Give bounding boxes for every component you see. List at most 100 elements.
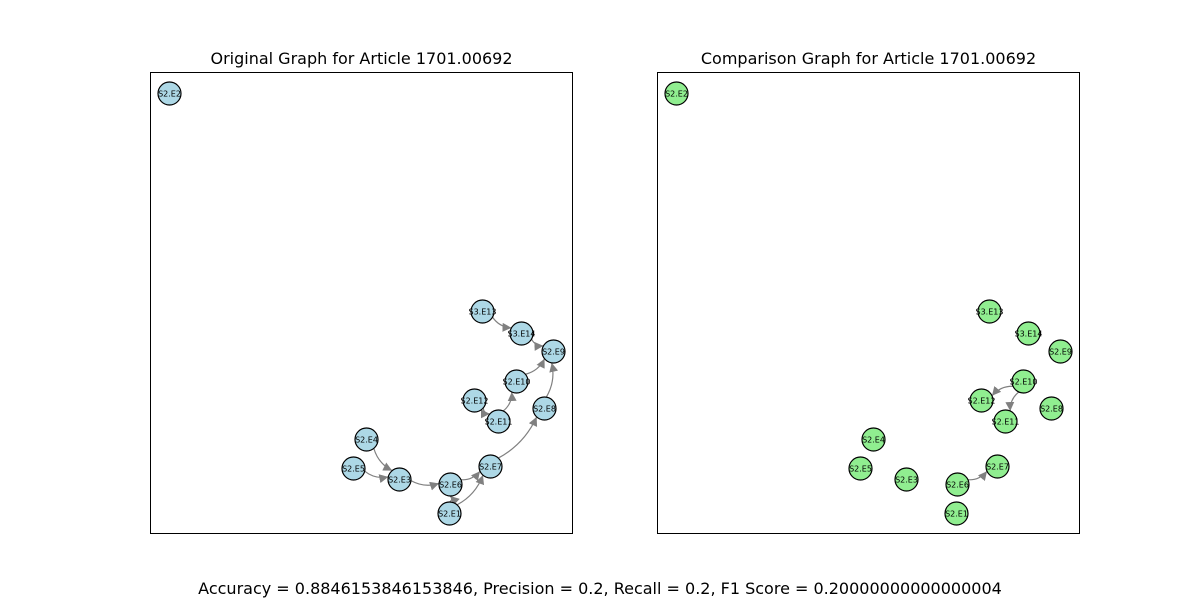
- node-label: S3.E14: [508, 330, 536, 339]
- node-label: S2.E6: [946, 481, 969, 490]
- node-label: S2.E5: [342, 465, 365, 474]
- edge-s2-e6-to-s2-e7: [967, 470, 988, 482]
- node-label: S2.E7: [479, 463, 502, 472]
- node-circle: [387, 467, 412, 492]
- node-label: S2.E3: [895, 476, 918, 485]
- node-circle: [504, 369, 529, 394]
- edge-s2-e10-to-s2-e12: [991, 385, 1014, 397]
- node-label: S2.E9: [542, 348, 565, 357]
- node-circle: [478, 454, 503, 479]
- node-s2-e1: S2.E1: [944, 501, 969, 526]
- edge-s2-e1-to-s2-e6: [449, 495, 460, 506]
- node-label: S2.E11: [992, 418, 1020, 427]
- edge-s2-e4-to-s2-e3: [373, 448, 393, 472]
- node-s2-e3: S2.E3: [894, 467, 919, 492]
- node-s3-e14: S3.E14: [508, 321, 536, 346]
- node-s2-e2: S2.E2: [157, 81, 182, 106]
- node-s2-e8: S2.E8: [1039, 396, 1064, 421]
- node-circle: [945, 472, 970, 497]
- node-label: S2.E10: [503, 378, 531, 387]
- node-s2-e4: S2.E4: [861, 427, 886, 452]
- node-circle: [462, 388, 487, 413]
- node-label: S2.E2: [158, 90, 181, 99]
- node-s2-e5: S2.E5: [848, 456, 873, 481]
- node-circle: [861, 427, 886, 452]
- node-s2-e7: S2.E7: [478, 454, 503, 479]
- node-label: S3.E14: [1015, 330, 1043, 339]
- node-label: S2.E4: [862, 436, 885, 445]
- node-circle: [977, 299, 1002, 324]
- node-label: S3.E13: [976, 308, 1004, 317]
- node-layer-comparison: S2.E2 S3.E13 S3.E14 S2.E9 S2.E10 S2.E12 S2.E8 S…: [664, 81, 1073, 526]
- node-label: S2.E12: [461, 397, 489, 406]
- node-s2-e12: S2.E12: [461, 388, 489, 413]
- edge-s3-e14-to-s2-e9: [530, 338, 544, 351]
- node-label: S2.E10: [1010, 378, 1038, 387]
- node-circle: [470, 299, 495, 324]
- node-circle: [664, 81, 689, 106]
- node-circle: [354, 427, 379, 452]
- edge-s2-e3-to-s2-e6: [410, 480, 440, 491]
- node-circle: [969, 388, 994, 413]
- node-s2-e11: S2.E11: [992, 409, 1020, 434]
- edge-s2-e10-to-s2-e9: [525, 358, 546, 375]
- node-label: S3.E13: [469, 308, 497, 317]
- node-circle: [509, 321, 534, 346]
- node-s3-e14: S3.E14: [1015, 321, 1043, 346]
- edge-s2-e5-to-s2-e3: [364, 470, 389, 484]
- node-s2-e10: S2.E10: [503, 369, 531, 394]
- node-circle: [944, 501, 969, 526]
- panel-comparison: Comparison Graph for Article 1701.00692 …: [657, 49, 1080, 534]
- node-circle: [985, 454, 1010, 479]
- panel-frame-comparison: [657, 72, 1080, 534]
- panel-title-comparison: Comparison Graph for Article 1701.00692: [701, 49, 1036, 68]
- edge-s2-e11-to-s2-e10: [502, 391, 517, 412]
- node-circle: [1011, 369, 1036, 394]
- node-layer-original: S2.E2 S3.E13 S3.E14 S2.E9 S2.E10 S2.E12 S2.E8 S…: [157, 81, 566, 526]
- node-label: S2.E1: [438, 510, 461, 519]
- node-s2-e10: S2.E10: [1010, 369, 1038, 394]
- node-s2-e4: S2.E4: [354, 427, 379, 452]
- node-label: S2.E1: [945, 510, 968, 519]
- node-s2-e2: S2.E2: [664, 81, 689, 106]
- node-s2-e9: S2.E9: [1048, 339, 1073, 364]
- node-label: S2.E8: [533, 405, 556, 414]
- node-label: S2.E4: [355, 436, 378, 445]
- node-label: S2.E6: [439, 481, 462, 490]
- node-label: S2.E2: [665, 90, 688, 99]
- node-circle: [532, 396, 557, 421]
- edge-s3-e13-to-s3-e14: [492, 316, 512, 332]
- node-circle: [541, 339, 566, 364]
- node-label: S2.E12: [968, 397, 996, 406]
- node-circle: [1039, 396, 1064, 421]
- node-s2-e11: S2.E11: [485, 409, 512, 434]
- node-circle: [486, 409, 511, 434]
- node-s2-e3: S2.E3: [387, 467, 412, 492]
- edge-s2-e6-to-s2-e7: [460, 470, 481, 482]
- node-label: S2.E9: [1049, 348, 1072, 357]
- node-label: S2.E5: [849, 465, 872, 474]
- edge-s2-e10-to-s2-e11: [1005, 391, 1020, 412]
- node-circle: [438, 472, 463, 497]
- node-circle: [341, 456, 366, 481]
- node-circle: [894, 467, 919, 492]
- node-label: S2.E7: [986, 463, 1009, 472]
- edge-s2-e7-to-s2-e8: [498, 416, 538, 459]
- node-s2-e6: S2.E6: [438, 472, 463, 497]
- node-s2-e12: S2.E12: [968, 388, 996, 413]
- node-circle: [848, 456, 873, 481]
- node-circle: [993, 409, 1018, 434]
- node-s2-e6: S2.E6: [945, 472, 970, 497]
- node-circle: [1048, 339, 1073, 364]
- node-s2-e9: S2.E9: [541, 339, 566, 364]
- node-s2-e8: S2.E8: [532, 396, 557, 421]
- node-label: S2.E3: [388, 476, 411, 485]
- edge-layer-comparison: [967, 385, 1020, 482]
- node-s3-e13: S3.E13: [469, 299, 497, 324]
- metrics-footer: Accuracy = 0.8846153846153846, Precision…: [198, 579, 1002, 598]
- node-s2-e7: S2.E7: [985, 454, 1010, 479]
- panel-original: Original Graph for Article 1701.00692 S2…: [150, 49, 573, 534]
- edge-s2-e1-to-s2-e7: [456, 474, 485, 506]
- node-circle: [1016, 321, 1041, 346]
